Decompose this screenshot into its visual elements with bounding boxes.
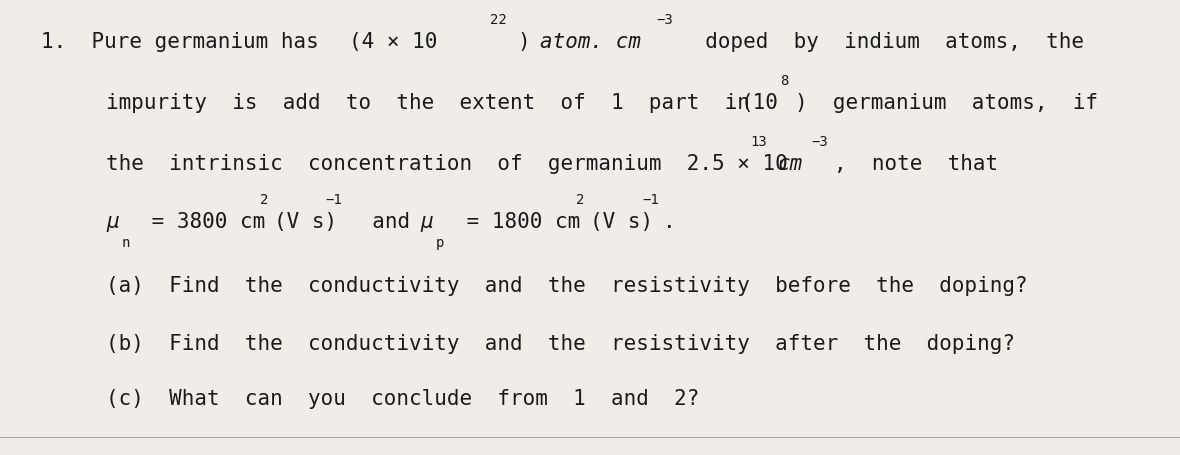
Text: (10: (10 — [741, 92, 779, 112]
Text: = 1800 cm: = 1800 cm — [454, 212, 581, 232]
Text: −1: −1 — [642, 193, 658, 207]
Text: (b)  Find  the  conductivity  and  the  resistivity  after  the  doping?: (b) Find the conductivity and the resist… — [106, 334, 1015, 354]
Text: −3: −3 — [812, 135, 828, 149]
Text: −3: −3 — [656, 13, 673, 27]
Text: 2: 2 — [576, 193, 584, 207]
Text: ,  note  that: , note that — [834, 153, 998, 173]
Text: 13: 13 — [750, 135, 767, 149]
Text: (c)  What  can  you  conclude  from  1  and  2?: (c) What can you conclude from 1 and 2? — [106, 388, 700, 408]
Text: n: n — [122, 236, 130, 250]
Text: and: and — [347, 212, 435, 232]
Text: 1.  Pure germanium has: 1. Pure germanium has — [41, 32, 332, 52]
Text: the  intrinsic  concentration  of  germanium  2.5 × 10: the intrinsic concentration of germanium… — [106, 153, 788, 173]
Text: = 3800 cm: = 3800 cm — [139, 212, 266, 232]
Text: )  germanium  atoms,  if: ) germanium atoms, if — [795, 92, 1099, 112]
Text: atom. cm: atom. cm — [540, 32, 642, 52]
Text: μ: μ — [420, 212, 433, 232]
Text: p: p — [435, 236, 444, 250]
Text: −1: −1 — [326, 193, 342, 207]
Text: μ: μ — [106, 212, 119, 232]
Text: impurity  is  add  to  the  extent  of  1  part  in: impurity is add to the extent of 1 part … — [106, 92, 775, 112]
Text: 22: 22 — [490, 13, 506, 27]
Text: 8: 8 — [780, 74, 788, 88]
Text: (V s): (V s) — [274, 212, 336, 232]
Text: (a)  Find  the  conductivity  and  the  resistivity  before  the  doping?: (a) Find the conductivity and the resist… — [106, 275, 1028, 295]
Text: .: . — [663, 212, 676, 232]
Text: ): ) — [518, 32, 556, 52]
Text: (4 × 10: (4 × 10 — [349, 32, 438, 52]
Text: (V s): (V s) — [590, 212, 653, 232]
Text: 2: 2 — [260, 193, 268, 207]
Text: doped  by  indium  atoms,  the: doped by indium atoms, the — [680, 32, 1083, 52]
Text: cm: cm — [778, 153, 802, 173]
